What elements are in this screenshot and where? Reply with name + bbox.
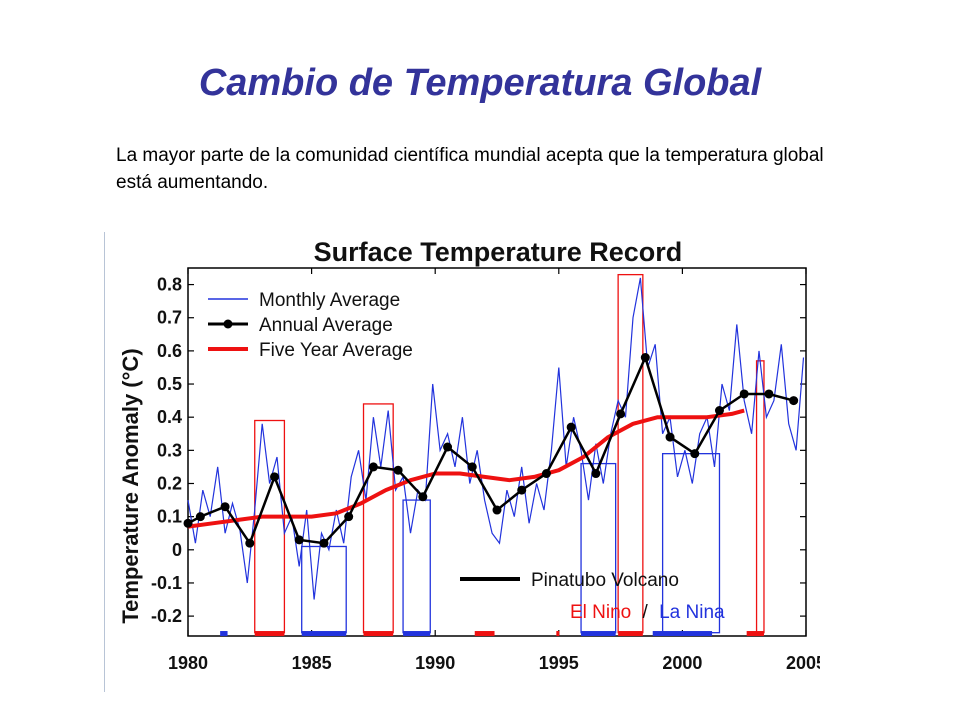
la-nina-bar [220, 631, 228, 637]
chart-title: Surface Temperature Record [314, 237, 683, 267]
annual-point [714, 406, 724, 416]
la-nina-bar [581, 631, 616, 637]
legend-label-five-year: Five Year Average [259, 340, 413, 361]
x-tick-label: 2000 [662, 653, 702, 673]
x-tick-label: 1990 [415, 653, 455, 673]
annual-point [665, 432, 675, 442]
annual-point [467, 462, 477, 472]
slide-title: Cambio de Temperatura Global [198, 62, 762, 104]
plot-area: -0.2 -0.1 0 0.1 0.2 0.3 0.4 0.5 0.6 0.7 0.8 1980 198… [151, 267, 826, 673]
series-annual-line [187, 353, 794, 546]
y-tick-label: 0.1 [157, 507, 182, 527]
annual-point [517, 485, 527, 495]
annual-point [270, 472, 280, 482]
annual-point [220, 502, 230, 512]
annual-point [368, 462, 378, 472]
annual-point [393, 465, 403, 475]
x-tick-label: 1995 [539, 653, 579, 673]
y-tick-label: 0.8 [157, 275, 182, 295]
annual-point [690, 449, 700, 459]
slide-body-text: La mayor parte de la comunidad científic… [116, 145, 824, 193]
left-divider [104, 232, 105, 692]
annual-point [541, 469, 551, 479]
y-tick-label: 0.5 [157, 374, 182, 394]
annual-point [294, 535, 304, 545]
chart-svg: Surface Temperature Record Temperature A… [118, 237, 826, 673]
annual-point [739, 389, 749, 399]
y-tick-label: 0.7 [157, 308, 182, 328]
legend-marker-annual [223, 319, 233, 329]
annual-point [566, 422, 576, 432]
y-axis-label: Temperature Anomaly (°C) [118, 348, 143, 623]
annual-point [640, 353, 650, 363]
annual-point [183, 518, 193, 528]
el-nino-bar [746, 631, 764, 637]
el-nino-label: El Nino [570, 602, 631, 623]
legend: Monthly Average Annual Average Five Year… [208, 290, 413, 361]
x-tick-label: 2005 [786, 653, 820, 673]
y-tick-label: 0 [172, 540, 182, 560]
annual-point [616, 409, 626, 419]
y-tick-label: 0.6 [157, 341, 182, 361]
la-nina-bar [403, 631, 431, 637]
la-nina-bar [652, 631, 713, 637]
y-tick-label: 0.3 [157, 440, 182, 460]
temperature-chart: Surface Temperature Record Temperature A… [104, 224, 826, 694]
el-nino-bar [254, 631, 285, 637]
plot-frame [187, 267, 807, 637]
annual-point [443, 442, 453, 452]
annual-point [591, 469, 601, 479]
la-nina-bar [301, 631, 347, 637]
enso-separator: / [643, 602, 649, 623]
annual-point [344, 512, 354, 522]
y-tick-label: 0.4 [157, 407, 182, 427]
annotations: Pinatubo Volcano El Nino / La Nina [460, 570, 725, 623]
annual-point [195, 512, 205, 522]
el-nino-bar [474, 631, 495, 637]
el-nino-bar [363, 631, 394, 637]
enso-label: El Nino / La Nina [570, 602, 725, 623]
legend-label-annual: Annual Average [259, 315, 393, 336]
annual-point [789, 396, 799, 406]
x-tick-label: 1980 [168, 653, 208, 673]
legend-label-monthly: Monthly Average [259, 290, 400, 311]
la-nina-label: La Nina [659, 602, 725, 623]
annual-point [319, 538, 329, 548]
el-nino-bar [556, 631, 560, 637]
pinatubo-label: Pinatubo Volcano [531, 570, 679, 591]
series-five-year-line [187, 408, 745, 529]
y-tick-label: -0.1 [151, 573, 182, 593]
el-nino-bar [618, 631, 643, 637]
y-tick-label: -0.2 [151, 606, 182, 626]
y-tick-label: 0.2 [157, 473, 182, 493]
annual-point [764, 389, 774, 399]
annual-point [245, 538, 255, 548]
x-tick-label: 1985 [292, 653, 332, 673]
annual-point [418, 492, 428, 502]
annual-point [492, 505, 502, 515]
